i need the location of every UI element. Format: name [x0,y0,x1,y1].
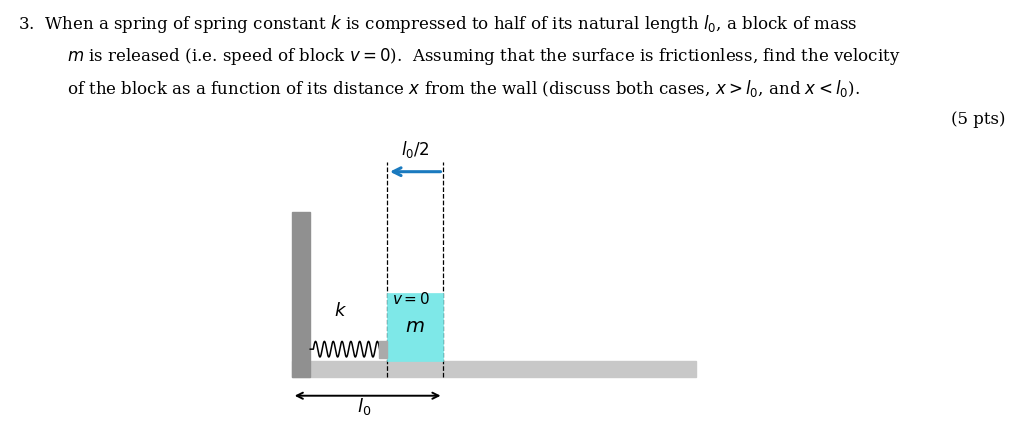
Bar [292,213,310,378]
Text: $k$: $k$ [335,301,347,319]
Text: $m$ is released (i.e. speed of block $v = 0$).  Assuming that the surface is fri: $m$ is released (i.e. speed of block $v … [67,46,900,66]
Bar [292,361,696,378]
Text: 3.  When a spring of spring constant $k$ is compressed to half of its natural le: 3. When a spring of spring constant $k$ … [18,13,858,35]
Text: $v = 0$: $v = 0$ [392,291,430,306]
Text: $m$: $m$ [406,317,425,335]
Bar [387,294,443,361]
Text: $l_0/2$: $l_0/2$ [401,139,429,160]
Text: $l_0$: $l_0$ [357,395,372,416]
Bar [379,341,387,358]
Text: of the block as a function of its distance $x$ from the wall (discuss both cases: of the block as a function of its distan… [67,78,859,99]
Text: (5 pts): (5 pts) [951,111,1006,128]
